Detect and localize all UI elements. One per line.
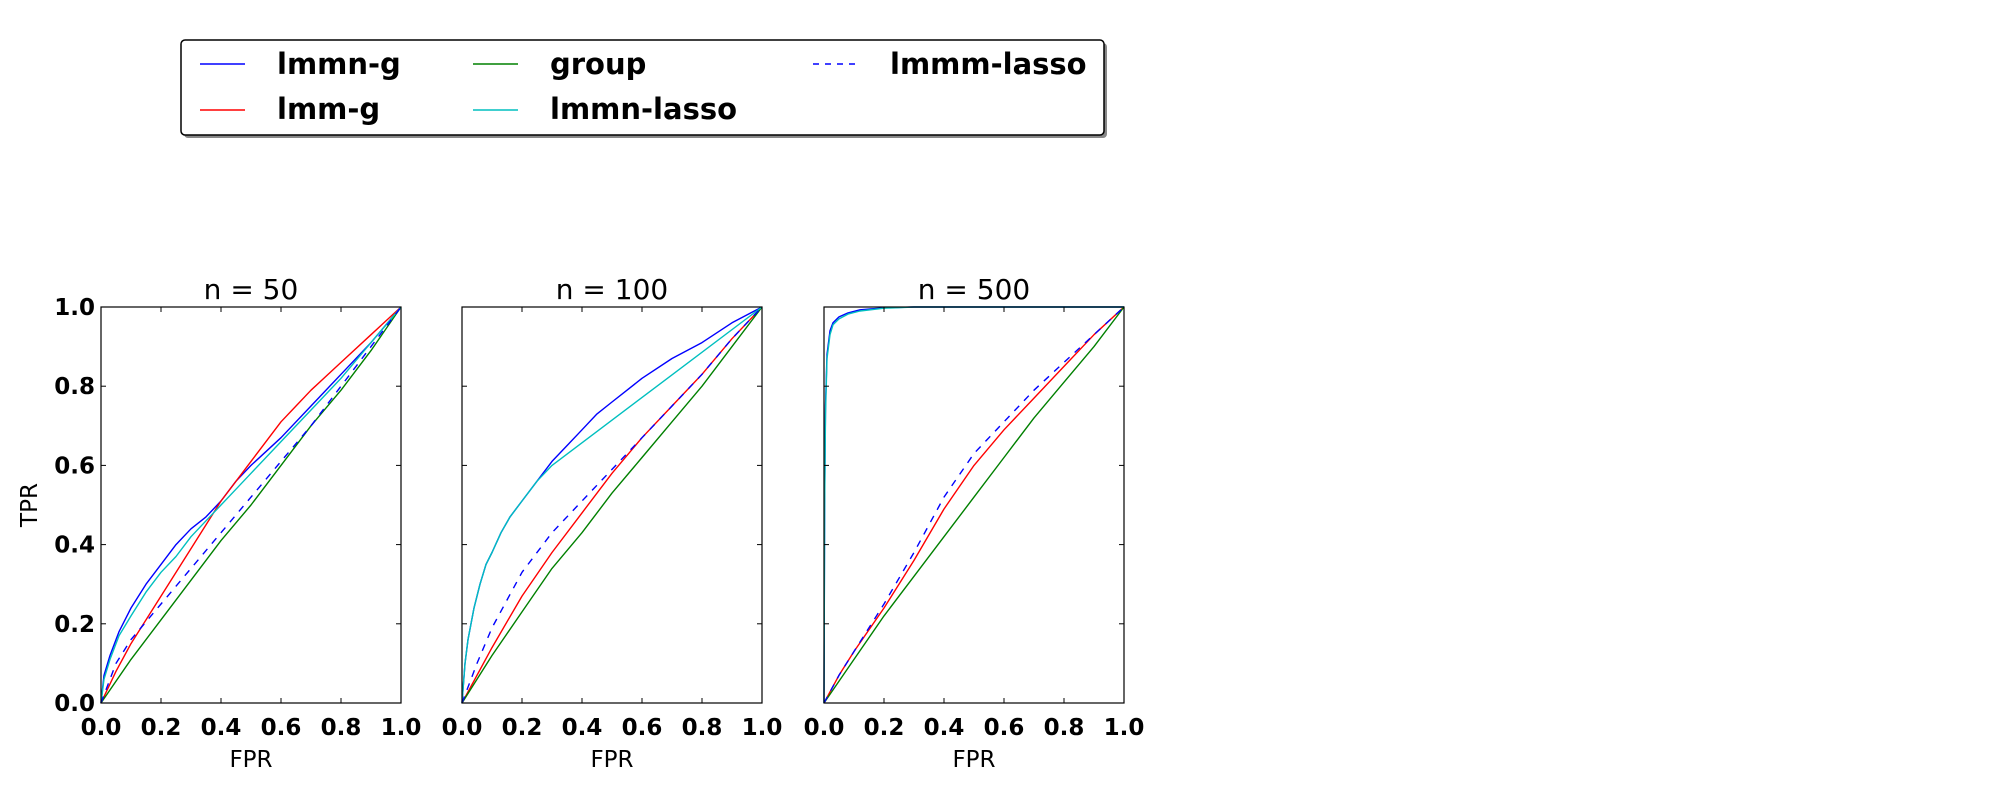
y-tick-label: 0.6: [54, 453, 95, 479]
series-line-lmmn-g: [823, 306, 1124, 704]
x-axis-label: FPR: [590, 747, 633, 773]
x-tick-label: 0.8: [321, 715, 362, 741]
x-tick-label: 0.0: [442, 715, 483, 741]
x-tick-label: 1.0: [742, 715, 783, 741]
series-line-lmm-g: [823, 306, 1125, 704]
plot-frame: [100, 306, 402, 704]
series-line-lmmm-lasso: [100, 306, 402, 704]
series-line-lmmm-lasso: [823, 306, 1125, 704]
x-axis-label: FPR: [952, 747, 995, 773]
y-tick-label: 0.8: [54, 374, 95, 400]
chart-panel-1: 0.0 0.2 0.4 0.6 0.8 1.0 0.0 0.2 0.4 0.6 0.8 1.0 n = …: [17, 273, 421, 773]
x-tick-label: 0.4: [924, 715, 965, 741]
x-tick-label: 0.6: [622, 715, 663, 741]
plot-frame: [461, 306, 763, 704]
plot-frame: [823, 306, 1125, 704]
chart-panels: 0.0 0.2 0.4 0.6 0.8 1.0 0.0 0.2 0.4 0.6 0.8 1.0 n = …: [17, 273, 1144, 773]
x-tick-label: 0.4: [562, 715, 603, 741]
x-tick-label: 0.6: [261, 715, 302, 741]
legend-label-lmmn-g: lmmn-g: [277, 47, 401, 81]
legend-frame: [180, 39, 1105, 136]
x-tick-label: 0.8: [682, 715, 723, 741]
x-tick-label: 0.0: [804, 715, 845, 741]
series-line-lmmn-lasso: [823, 306, 1124, 704]
x-tick-label: 0.8: [1044, 715, 1085, 741]
chart-title: n = 100: [556, 273, 668, 306]
x-axis-label: FPR: [229, 747, 272, 773]
y-axis-label: TPR: [17, 483, 43, 528]
series-line-lmmn-lasso: [100, 306, 402, 704]
x-tick-label: 0.2: [502, 715, 543, 741]
legend: lmmn-g lmm-g group lmmn-lasso lmmm-lasso: [180, 39, 1107, 138]
x-tick-label: 0.6: [984, 715, 1025, 741]
chart-title: n = 50: [204, 273, 299, 306]
legend-label-group: group: [550, 47, 646, 81]
y-tick-label: 0.0: [54, 691, 95, 717]
y-tick-label: 0.4: [54, 533, 95, 559]
series-line-group: [823, 306, 1125, 704]
series-line-lmmm-lasso: [461, 306, 763, 704]
x-tick-label: 1.0: [1104, 715, 1145, 741]
x-tick-label: 1.0: [381, 715, 422, 741]
series-line-lmm-g: [100, 306, 402, 704]
legend-label-lmmm-lasso: lmmm-lasso: [890, 47, 1087, 81]
chart-title: n = 500: [918, 273, 1030, 306]
y-tick-label: 0.2: [54, 612, 95, 638]
series-line-group: [461, 306, 763, 704]
x-tick-label: 0.2: [864, 715, 905, 741]
legend-label-lmmn-lasso: lmmn-lasso: [550, 92, 737, 126]
series-line-lmmn-lasso: [461, 306, 763, 704]
x-tick-label: 0.4: [201, 715, 242, 741]
series-line-lmm-g: [461, 306, 763, 704]
series-line-group: [100, 306, 402, 704]
series-line-lmmn-g: [100, 306, 402, 704]
y-tick-label: 1.0: [54, 295, 95, 321]
x-tick-label: 0.0: [81, 715, 122, 741]
legend-label-lmm-g: lmm-g: [277, 92, 380, 126]
chart-panel-3: 0.0 0.2 0.4 0.6 0.8 1.0 n = 500 FPR: [804, 273, 1145, 773]
chart-panel-2: 0.0 0.2 0.4 0.6 0.8 1.0 n = 100 FPR: [442, 273, 783, 773]
x-tick-label: 0.2: [141, 715, 182, 741]
